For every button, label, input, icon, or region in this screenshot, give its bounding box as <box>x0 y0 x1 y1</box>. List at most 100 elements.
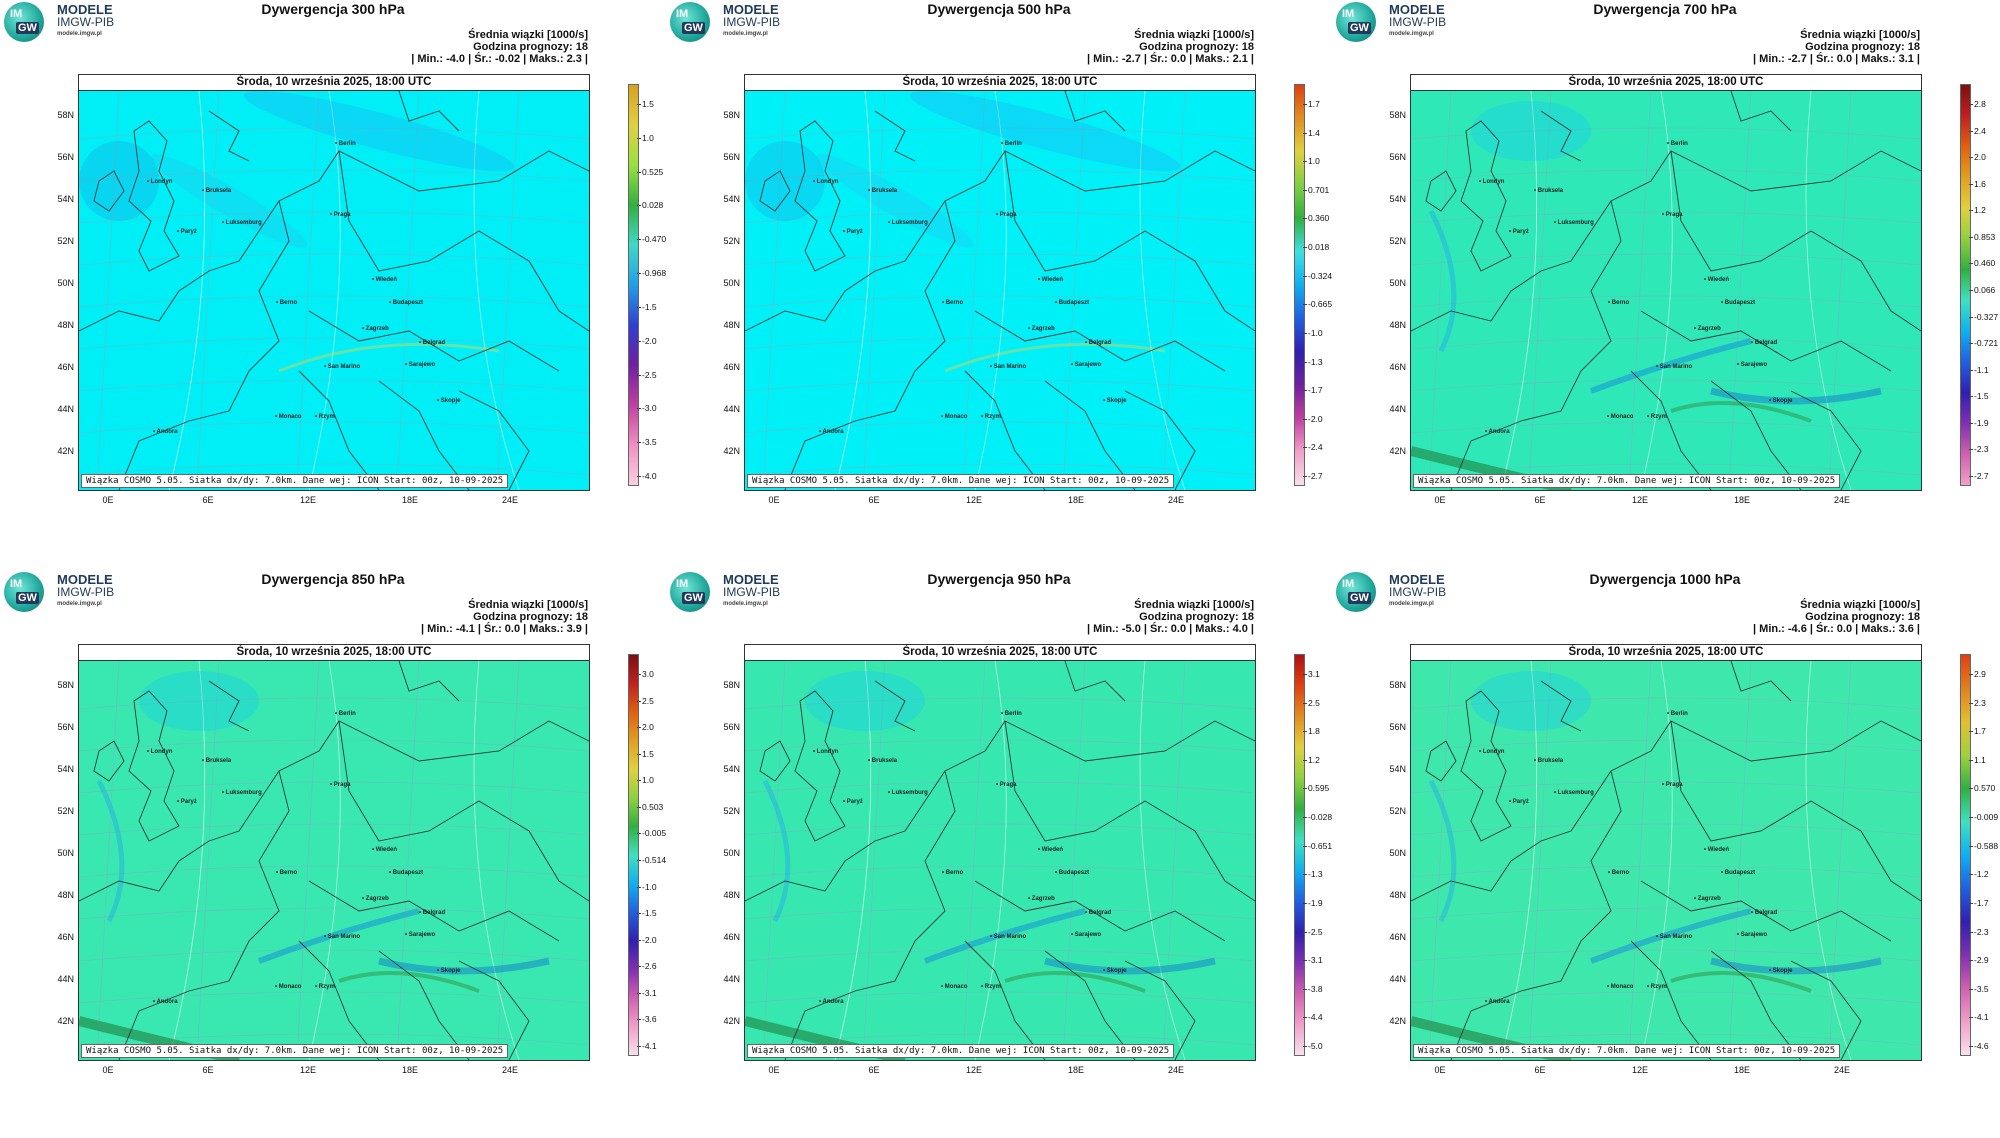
city-name: Zagrzeb <box>1697 326 1721 332</box>
scale-tick <box>637 306 641 308</box>
city-name: Berno <box>279 870 298 876</box>
city-label: • Bruksela <box>868 758 898 764</box>
imgw-logo-mark: IM GW <box>1336 572 1376 612</box>
scale-label: 1.0 <box>642 775 654 786</box>
city-label: • Rzym <box>981 984 1001 990</box>
forecast-panel: IM GW MODELE IMGW-PIB modele.imgw.pl Dywergen… <box>1332 0 1998 568</box>
forecast-hour-label: Godzina prognozy: 18 <box>473 611 588 623</box>
scale-tick <box>1969 130 1973 132</box>
city-name: Paryż <box>1512 229 1529 235</box>
scale-label: -0.005 <box>642 828 667 839</box>
scale-tick <box>637 780 641 782</box>
longitude-label: 18E <box>1733 1065 1750 1075</box>
latitude-label: 46N <box>1389 362 1406 372</box>
latitude-label: 48N <box>1389 320 1406 330</box>
scale-tick <box>1303 759 1307 761</box>
valid-time-header: Środa, 10 września 2025, 18:00 UTC <box>1411 645 1921 661</box>
scale-label: -1.0 <box>1308 327 1323 338</box>
longitude-label: 24E <box>1167 495 1184 505</box>
latitude-label: 52N <box>57 806 74 816</box>
scale-label: -2.7 <box>1974 471 1989 481</box>
scale-label: -1.9 <box>1308 897 1323 908</box>
brand-line1: MODELE <box>57 2 113 17</box>
brand-url: modele.imgw.pl <box>57 31 102 37</box>
city-label: • Belgrad <box>1751 910 1778 916</box>
city-label: • Luksemburg <box>888 790 928 796</box>
stats-block: Średnia wiązki [1000/s] Godzina prognozy:… <box>1087 599 1254 635</box>
scale-tick <box>637 104 641 105</box>
scale-label: 0.853 <box>1974 231 1996 242</box>
scale-tick <box>1969 316 1973 318</box>
longitude-label: 12E <box>965 495 982 505</box>
latitude-label: 54N <box>1389 764 1406 774</box>
scale-tick <box>637 273 641 275</box>
scale-tick <box>637 1046 641 1047</box>
scale-label: -2.4 <box>1308 442 1323 453</box>
city-label: • Zagrzeb <box>1694 326 1721 332</box>
map-frame: Środa, 10 września 2025, 18:00 UTC • Lond… <box>744 644 1256 1061</box>
scale-label: 1.8 <box>1308 726 1320 737</box>
city-name: Wiedeń <box>1707 847 1730 853</box>
city-name: Budapeszt <box>392 870 424 876</box>
latitude-label: 44N <box>723 404 740 414</box>
city-label: • Belgrad <box>1085 340 1112 346</box>
city-name: Budapeszt <box>392 300 424 306</box>
scale-label: -0.009 <box>1974 812 1999 823</box>
city-name: Praga <box>333 782 351 788</box>
longitude-label: 12E <box>299 1065 316 1075</box>
latitude-label: 52N <box>723 236 740 246</box>
city-label: • Rzym <box>1647 984 1667 990</box>
city-name: Londyn <box>1482 179 1505 185</box>
scale-tick <box>1969 759 1973 761</box>
scale-tick <box>1303 817 1307 819</box>
scale-label: -2.0 <box>642 934 657 945</box>
scale-tick <box>1969 236 1973 238</box>
scale-tick <box>1969 263 1973 265</box>
longitude-label: 0E <box>102 495 114 505</box>
city-label: • Berlin <box>1001 711 1022 717</box>
latitude-label: 54N <box>57 764 74 774</box>
scale-tick <box>637 727 641 729</box>
scale-label: 2.3 <box>1974 697 1986 708</box>
scale-tick <box>637 442 641 444</box>
scale-label: -1.5 <box>1974 391 1989 402</box>
forecast-hour-label: Godzina prognozy: 18 <box>1805 41 1920 53</box>
brand-line2: IMGW-PIB <box>57 15 115 29</box>
city-name: Andora <box>156 999 178 1005</box>
city-label: • Belgrad <box>419 340 446 346</box>
city-name: Budapeszt <box>1058 870 1090 876</box>
city-name: Bruksela <box>871 188 898 194</box>
scale-tick <box>1969 960 1973 962</box>
min-mean-max: | Min.: -4.6 | Śr.: 0.0 | Maks.: 3.6 | <box>1753 623 1920 635</box>
scale-label: -0.028 <box>1308 812 1333 823</box>
city-label: • Belgrad <box>419 910 446 916</box>
logo-mark-top: IM <box>1342 578 1355 590</box>
city-name: Budapeszt <box>1724 870 1756 876</box>
scale-label: -1.9 <box>1974 417 1989 428</box>
city-label: • Londyn <box>147 179 173 185</box>
city-label: • Andora <box>1485 429 1510 435</box>
city-name: Rzym <box>318 414 335 420</box>
latitude-label: 56N <box>1389 722 1406 732</box>
longitude-label: 0E <box>1434 1065 1446 1075</box>
scale-tick <box>1969 731 1973 733</box>
city-label: • Paryż <box>1509 229 1529 235</box>
latitude-label: 56N <box>57 152 74 162</box>
scale-tick <box>1969 674 1973 675</box>
city-name: Sarajewo <box>408 362 436 368</box>
scale-label: -0.327 <box>1974 311 1999 322</box>
scale-label: 0.525 <box>642 166 664 177</box>
scale-tick <box>637 374 641 376</box>
city-name: Wiedeń <box>375 847 398 853</box>
logo-mark-top: IM <box>1342 8 1355 20</box>
scale-tick <box>1303 247 1307 249</box>
city-label: • Berno <box>276 300 298 306</box>
city-name: Praga <box>1665 782 1683 788</box>
scale-tick <box>1303 447 1307 449</box>
latitude-label: 58N <box>1389 110 1406 120</box>
longitude-label: 0E <box>102 1065 114 1075</box>
model-footer: Wiązka COSMO 5.05. Siatka dx/dy: 7.0km. … <box>81 1044 509 1058</box>
city-name: Berlin <box>1670 711 1688 717</box>
scale-label: -2.5 <box>1308 926 1323 937</box>
city-label: • Paryż <box>1509 799 1529 805</box>
